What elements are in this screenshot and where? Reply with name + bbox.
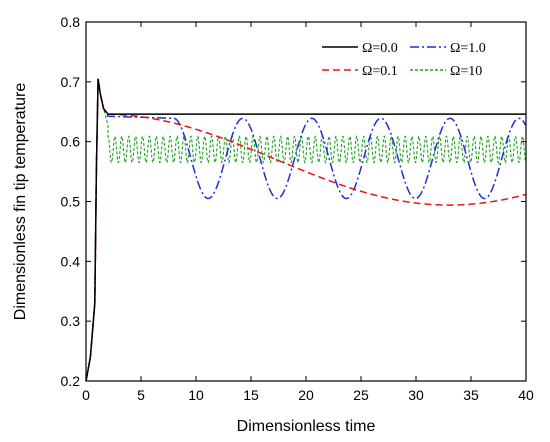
x-axis-label: Dimensionless time [237,418,376,435]
y-tick-label: 0.2 [61,373,81,389]
ticks-layer: 0 5 10 15 20 25 30 35 40 0.2 0.3 0.4 0.5 0.6 0.7 0.8 [61,14,534,403]
x-tick-label: 25 [353,387,369,403]
x-tick-label: 40 [518,387,534,403]
legend-label: Ω=1.0 [450,41,486,56]
y-tick-label: 0.7 [61,74,81,90]
x-tick-label: 30 [408,387,424,403]
series-line [85,78,527,382]
series-line [85,78,527,382]
x-tick-label: 0 [82,387,90,403]
x-tick-label: 10 [188,387,204,403]
y-tick-label: 0.8 [61,14,81,30]
y-tick-label: 0.3 [61,313,81,329]
x-tick-label: 5 [137,387,145,403]
legend-label: Ω=0.1 [362,64,398,79]
legend: Ω=0.0 Ω=1.0 Ω=0.1 Ω=10 [322,41,486,79]
y-axis-label: Dimensionless fin tip temperature [12,83,29,321]
x-tick-label: 20 [298,387,314,403]
y-tick-label: 0.4 [61,253,81,269]
x-tick-label: 35 [463,387,479,403]
y-tick-label: 0.5 [61,194,81,210]
legend-label: Ω=10 [450,64,482,79]
plot-layer [85,78,527,382]
y-tick-label: 0.6 [61,134,81,150]
series-line [85,78,526,382]
x-tick-label: 15 [243,387,259,403]
series-line [85,78,527,382]
legend-label: Ω=0.0 [362,41,398,56]
